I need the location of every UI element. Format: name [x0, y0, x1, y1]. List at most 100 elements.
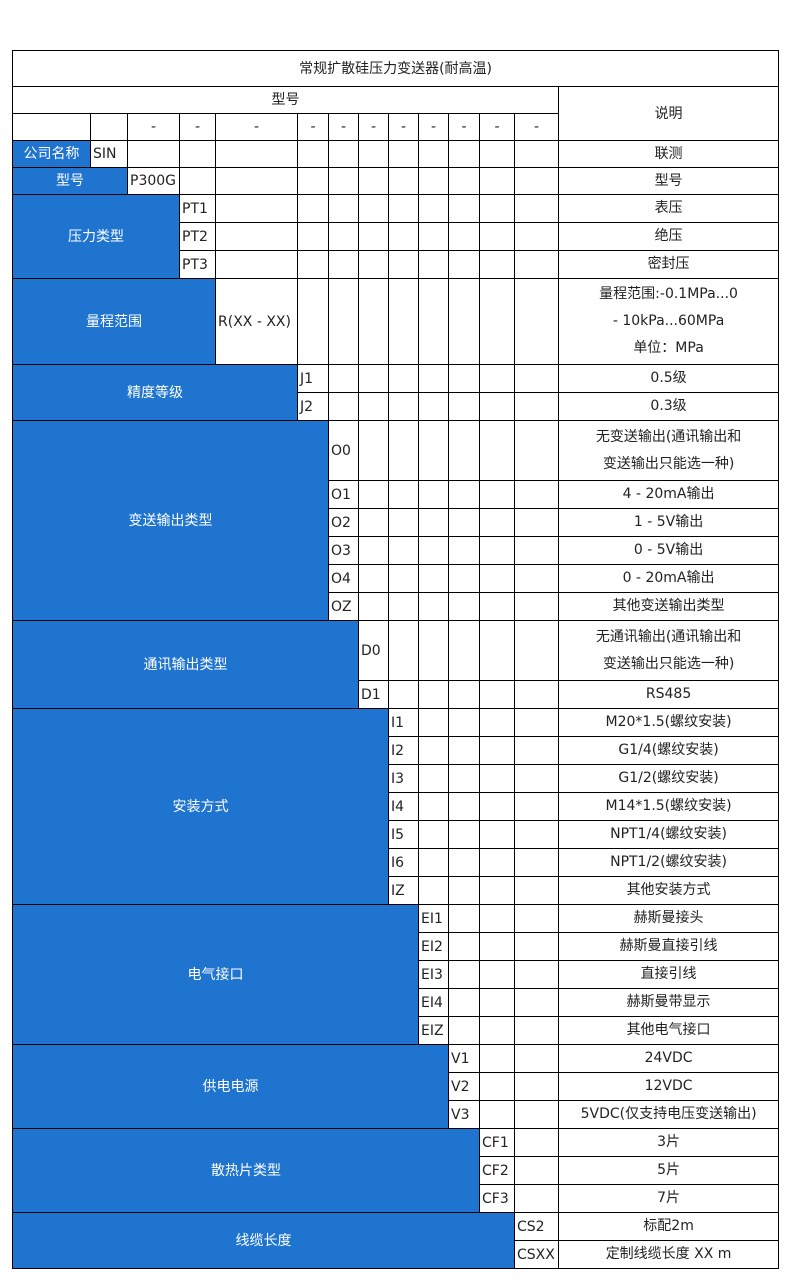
empty-cell: [358, 392, 389, 421]
table-row: EI2 赫斯曼直接引线: [13, 932, 780, 961]
empty-cell: [514, 904, 559, 933]
option-description: G1/2(螺纹安装): [557, 764, 780, 793]
option-description: 赫斯曼接头: [557, 904, 780, 933]
empty-cell: [448, 764, 480, 793]
empty-cell: [448, 848, 480, 877]
empty-cell: [514, 420, 559, 481]
option-code: IZ: [388, 876, 419, 905]
empty-cell: [514, 988, 559, 1017]
option-description: 密封压: [557, 250, 780, 279]
model-selection-table: 常规扩散硅压力变送器(耐高温) 型号 说明 ----------- 公司名称 S…: [11, 50, 780, 1269]
table-row: I4 M14*1.5(螺纹安装): [13, 792, 780, 821]
empty-cell: [297, 194, 329, 223]
option-description: 表压: [557, 194, 780, 223]
option-code: CSXX: [514, 1240, 559, 1269]
table-row: CF3 7片: [13, 1184, 780, 1213]
group-label: 供电电源: [12, 1044, 449, 1129]
empty-cell: [448, 876, 480, 905]
option-description: 5片: [557, 1156, 780, 1185]
dash-cell: -: [358, 113, 389, 141]
empty-cell: [418, 508, 449, 537]
empty-cell: [479, 480, 515, 509]
empty-cell: [514, 960, 559, 989]
empty-cell: [514, 932, 559, 961]
empty-cell: [448, 536, 480, 565]
empty-cell: [328, 250, 359, 279]
option-description: 5VDC(仅支持电压变送输出): [557, 1100, 780, 1129]
description-line: 变送输出只能选一种): [602, 655, 735, 672]
empty-cell: [448, 420, 480, 481]
option-code: I5: [388, 820, 419, 849]
empty-cell: [514, 620, 559, 681]
option-code: CF2: [479, 1156, 515, 1185]
empty-cell: [418, 792, 449, 821]
group-label: 电气接口: [12, 904, 419, 1045]
empty-cell: [514, 364, 559, 393]
table-row: O4 0 - 20mA输出: [13, 564, 780, 593]
empty-cell: [448, 904, 480, 933]
option-description: 无通讯输出(通讯输出和 变送输出只能选一种): [557, 620, 780, 681]
empty-cell: [479, 1100, 515, 1129]
empty-cell: [514, 508, 559, 537]
empty-cell: [358, 536, 389, 565]
table-row: OZ 其他变送输出类型: [13, 592, 780, 621]
empty-cell: [358, 508, 389, 537]
option-code: O3: [328, 536, 359, 565]
empty-cell: [418, 876, 449, 905]
option-code: O4: [328, 564, 359, 593]
empty-cell: [479, 680, 515, 709]
group-label: 散热片类型: [12, 1128, 480, 1213]
table-row: V2 12VDC: [13, 1072, 780, 1101]
option-code: O0: [328, 420, 359, 481]
empty-cell: [514, 1156, 559, 1185]
empty-cell: [514, 592, 559, 621]
description-line: 单位：MPa: [633, 340, 704, 356]
empty-cell: [418, 364, 449, 393]
empty-cell: [479, 820, 515, 849]
dash-cell: -: [418, 113, 449, 141]
empty-cell: [514, 792, 559, 821]
empty-cell: [328, 392, 359, 421]
empty-cell: [358, 278, 389, 365]
option-description: 0 - 20mA输出: [557, 564, 780, 593]
table-row: I3 G1/2(螺纹安装): [13, 764, 780, 793]
empty-cell: [514, 480, 559, 509]
empty-cell: [388, 592, 419, 621]
company-code: SIN: [90, 140, 128, 168]
empty-cell: [418, 592, 449, 621]
empty-cell: [358, 364, 389, 393]
table-row: EIZ 其他电气接口: [13, 1016, 780, 1045]
empty-cell: [514, 764, 559, 793]
option-description: 绝压: [557, 222, 780, 251]
empty-cell: [479, 1016, 515, 1045]
empty-cell: [479, 988, 515, 1017]
empty-cell: [418, 480, 449, 509]
dash-cell: -: [514, 113, 559, 141]
dash-cell: -: [179, 113, 216, 141]
group-label: 安装方式: [12, 708, 389, 905]
empty-cell: [388, 480, 419, 509]
empty-cell: [514, 708, 559, 737]
table-row: CF2 5片: [13, 1156, 780, 1185]
empty-cell: [418, 278, 449, 365]
table-row: 量程范围 R(XX - XX) 量程范围:-0.1MPa...0 - 10kPa...…: [12, 278, 780, 365]
empty-cell: [479, 620, 515, 681]
empty-cell: [479, 792, 515, 821]
option-code: I6: [388, 848, 419, 877]
option-code: EI3: [418, 960, 449, 989]
table-row: 散热片类型 CF1 3片: [12, 1128, 780, 1213]
empty-cell: [418, 564, 449, 593]
empty-cell: [479, 904, 515, 933]
empty-cell: [479, 420, 515, 481]
empty-cell: [514, 194, 559, 223]
empty-cell: [388, 564, 419, 593]
company-desc: 联测: [557, 140, 780, 168]
dash-cell: -: [328, 113, 359, 141]
empty-cell: [418, 848, 449, 877]
option-code: O1: [328, 480, 359, 509]
empty-cell: [479, 1072, 515, 1101]
empty-cell: [215, 250, 298, 279]
empty-cell: [418, 194, 449, 223]
company-label: 公司名称: [12, 140, 91, 168]
option-description: RS485: [557, 680, 780, 709]
